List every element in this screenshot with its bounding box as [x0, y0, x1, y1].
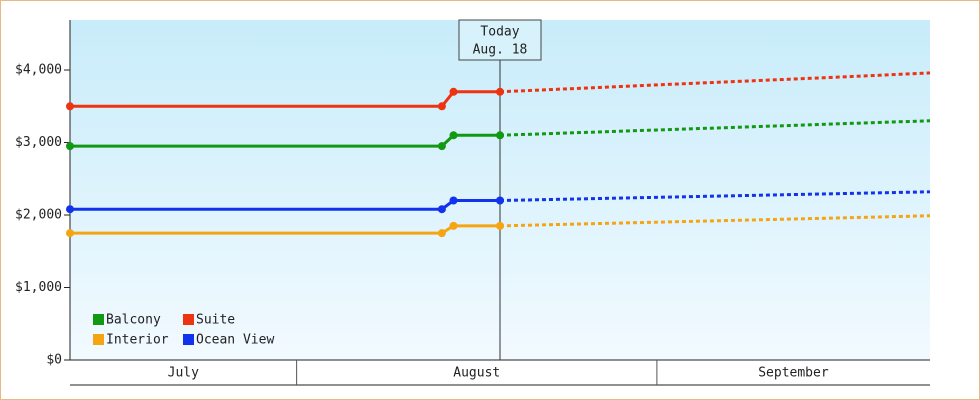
point — [437, 142, 446, 151]
legend-swatch — [93, 334, 104, 345]
point — [496, 221, 504, 230]
x-band-label: September — [758, 366, 829, 381]
today-box — [458, 19, 542, 61]
point — [449, 196, 458, 205]
series-line — [70, 224, 500, 235]
forecast-line — [499, 71, 931, 94]
legend-label: Suite — [196, 313, 235, 328]
forecast-line — [499, 214, 931, 228]
y-tick-label: $0 — [46, 353, 62, 368]
y-tick-label: $3,000 — [15, 135, 62, 150]
series-line — [70, 133, 500, 148]
point — [66, 205, 74, 214]
point — [496, 131, 504, 140]
x-band-label: July — [168, 366, 199, 381]
forecast-line — [499, 190, 931, 203]
point — [437, 229, 446, 238]
legend-swatch — [183, 314, 194, 325]
legend-label: Ocean View — [196, 333, 274, 348]
legend-swatch — [93, 314, 104, 325]
point — [496, 87, 504, 96]
point — [66, 102, 74, 111]
series-line — [70, 90, 500, 108]
point — [66, 229, 74, 238]
y-tick-label: $4,000 — [15, 63, 62, 78]
legend-label: Balcony — [106, 313, 161, 328]
point — [496, 196, 504, 205]
point — [437, 102, 446, 111]
point — [449, 221, 458, 230]
series-line — [70, 199, 500, 211]
y-tick-label: $2,000 — [15, 208, 62, 223]
today-label: Today — [480, 25, 519, 40]
x-band-label: August — [453, 366, 500, 381]
forecast-line — [499, 119, 931, 137]
y-tick-label: $1,000 — [15, 280, 62, 295]
point — [437, 205, 446, 214]
point — [66, 142, 74, 151]
today-date: Aug. 18 — [473, 43, 528, 58]
legend-swatch — [183, 334, 194, 345]
point — [449, 131, 458, 140]
point — [449, 87, 458, 96]
legend-label: Interior — [106, 333, 169, 348]
